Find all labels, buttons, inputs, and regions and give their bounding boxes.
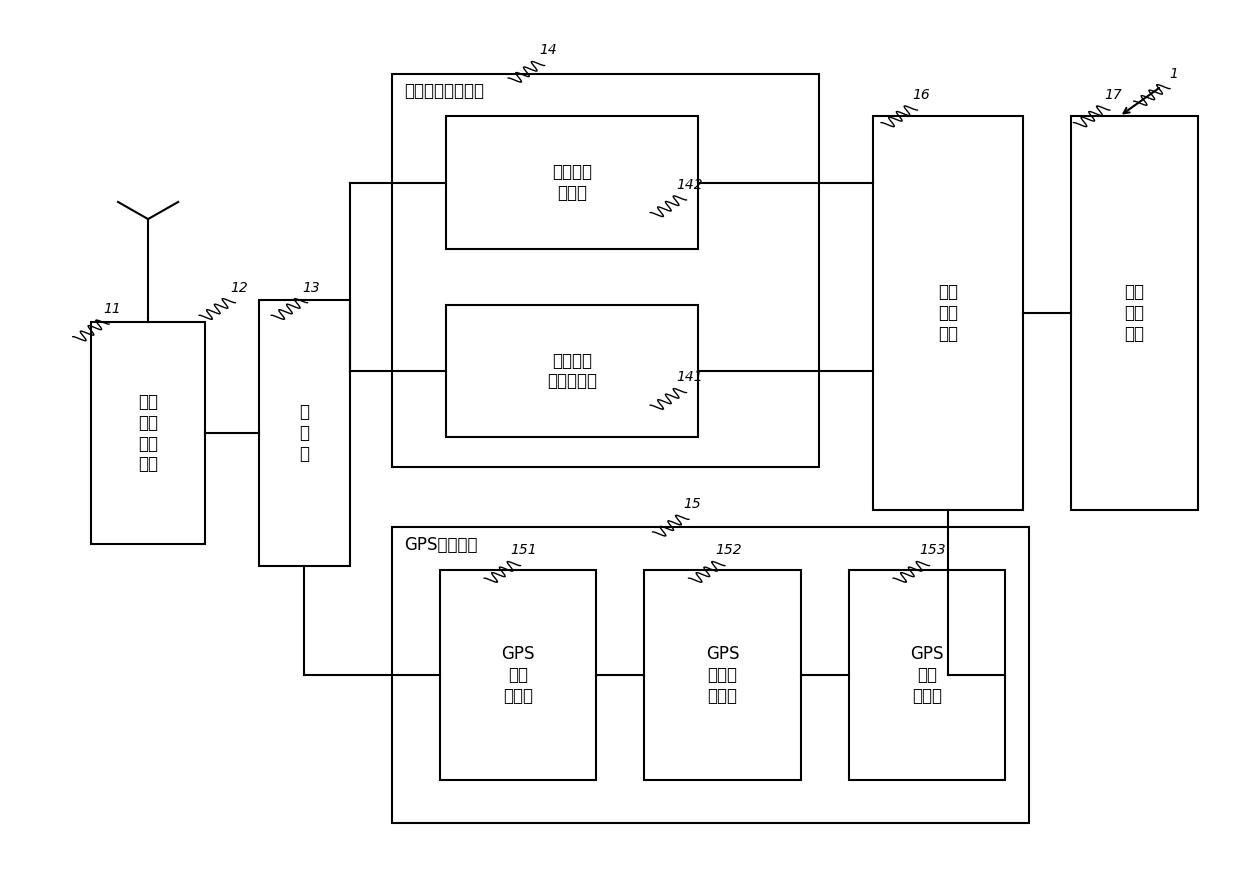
Text: 153: 153 bbox=[920, 543, 946, 558]
Bar bbox=[392, 527, 1029, 822]
Text: 天线
阻抗
匹配
电路: 天线 阻抗 匹配 电路 bbox=[138, 393, 157, 474]
Bar bbox=[848, 570, 1006, 780]
Text: 11: 11 bbox=[104, 302, 122, 316]
Text: GPS
低噪声
放大器: GPS 低噪声 放大器 bbox=[706, 645, 739, 705]
Bar bbox=[446, 305, 698, 437]
Text: 15: 15 bbox=[683, 497, 702, 511]
Bar bbox=[392, 73, 818, 467]
Text: 151: 151 bbox=[511, 543, 537, 558]
Text: 中央
处理
单元: 中央 处理 单元 bbox=[1125, 284, 1145, 343]
Text: 142: 142 bbox=[677, 178, 703, 192]
Bar bbox=[91, 322, 205, 544]
Text: 12: 12 bbox=[231, 281, 248, 294]
Bar bbox=[259, 301, 350, 566]
Text: 16: 16 bbox=[911, 88, 930, 102]
Text: 152: 152 bbox=[715, 543, 742, 558]
Text: GPS射频系统: GPS射频系统 bbox=[404, 536, 477, 554]
Bar bbox=[645, 570, 801, 780]
Text: 13: 13 bbox=[303, 281, 320, 294]
Bar bbox=[446, 116, 698, 249]
Text: GPS
接收
滤波器: GPS 接收 滤波器 bbox=[910, 645, 944, 705]
Text: 移动信号
接收滤波器: 移动信号 接收滤波器 bbox=[547, 351, 598, 391]
Text: 射频
收发
单元: 射频 收发 单元 bbox=[937, 284, 959, 343]
Bar bbox=[1071, 116, 1198, 510]
Text: 合
路
器: 合 路 器 bbox=[299, 403, 310, 463]
Bar bbox=[440, 570, 596, 780]
Text: 1: 1 bbox=[1169, 67, 1178, 80]
Text: 14: 14 bbox=[539, 44, 557, 57]
Text: GPS
接收
滤波器: GPS 接收 滤波器 bbox=[501, 645, 534, 705]
Text: 17: 17 bbox=[1105, 88, 1122, 102]
Bar bbox=[873, 116, 1023, 510]
Text: 移动信号
功放器: 移动信号 功放器 bbox=[552, 163, 591, 202]
Text: 移动信号射频系统: 移动信号射频系统 bbox=[404, 82, 484, 100]
Text: 141: 141 bbox=[677, 370, 703, 384]
